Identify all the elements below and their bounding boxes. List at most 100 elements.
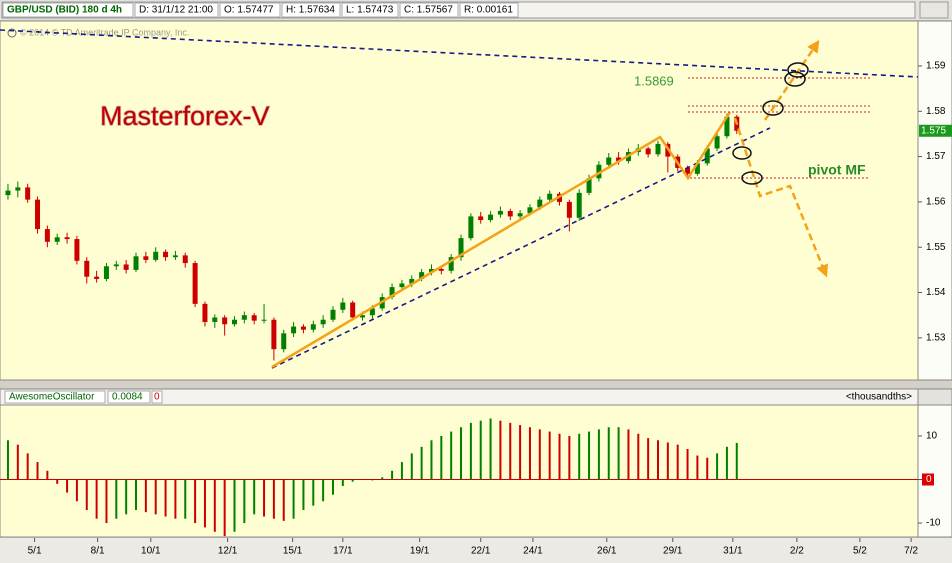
candle-body [488,214,494,221]
candle-body [320,319,326,325]
header-cell [281,2,341,18]
candle-body [576,192,582,218]
candle-body [685,167,691,174]
watermark: © 2014 © TD Ameritrade IP Company, Inc. [20,27,189,37]
range: R: 0.00161 [464,5,513,16]
candle-body [517,213,523,217]
candle-body [5,190,11,196]
candle-body [428,268,434,273]
candle-body [389,287,395,298]
candle-body [419,272,425,279]
y-tick-label: 1.54 [926,287,946,298]
candle-body [586,178,592,193]
x-tick-label: 24/1 [523,546,543,557]
candle-body [310,324,316,330]
candle-body [478,216,484,221]
candle-body [497,210,503,215]
x-tick-label: 26/1 [597,546,617,557]
candle-body [537,199,543,208]
y-tick-label: 1.59 [926,61,946,72]
candle-body [143,256,149,260]
candle-body [724,116,730,137]
candle-body [241,315,247,320]
candle-body [271,319,277,350]
candle-body [350,302,356,318]
candle-body [163,251,169,258]
candle-body [103,266,109,279]
candle-body [192,263,198,304]
header-cell [459,2,519,18]
candle-body [547,193,553,200]
candle-body [172,255,178,258]
candle-body [527,207,533,214]
candle-body [399,283,405,288]
candle-body [409,278,415,284]
candle-body [369,308,375,316]
candle-body [94,276,100,279]
osc-units: <thousandths> [846,392,912,403]
candle-body [704,148,710,164]
candle-body [64,237,70,240]
candle-body [153,251,159,260]
header-cell [134,2,219,18]
candle-body [340,302,346,310]
candle-body [438,268,444,271]
candle-body [655,143,661,155]
candle-body [360,315,366,318]
candle-body [251,315,257,321]
trend-line [271,127,771,369]
osc-value: 0.0084 [112,392,143,403]
button[interactable] [919,1,949,19]
x-tick-label: 22/1 [471,546,491,557]
circle [762,100,784,116]
candle-body [261,319,267,321]
price-marker: 1.575 [921,125,946,136]
candle-body [507,210,513,217]
y-tick-label: 0 [926,474,932,485]
osc-axis [917,404,952,538]
x-tick-label: 8/1 [91,546,105,557]
candle-body [84,260,90,277]
x-axis [0,538,952,563]
circle [732,146,752,160]
icon [7,28,17,38]
y-tick-label: 1.53 [926,332,946,343]
y-tick-label: 1.58 [926,106,946,117]
candle-body [25,187,31,200]
x-tick-label: 5/2 [853,546,867,557]
date: D: 31/1/12 21:00 [139,5,213,16]
candle-body [231,319,237,325]
candle-body [468,216,474,239]
y-tick-label: 1.55 [926,242,946,253]
annotation-level: 1.5869 [634,73,674,88]
header-cell [399,2,459,18]
x-tick-label: 15/1 [283,546,303,557]
high: H: 1.57634 [286,5,335,16]
osc-plot [0,404,919,538]
candle-body [291,326,297,334]
candle-body [113,264,119,267]
channel-line [271,111,732,369]
low: L: 1.57473 [346,5,394,16]
arrow [763,39,820,121]
candle-body [212,317,218,322]
osc-flag: 0 [154,392,160,403]
header-cell [107,390,151,404]
candle-body [566,201,572,218]
drawings [0,29,919,369]
candle-body [182,255,188,264]
candle-body [330,309,336,320]
osc-header-corner [917,388,952,406]
zero-tick-box [922,473,934,486]
candle-body [606,157,612,165]
candle-body [44,229,50,242]
x-tick-label: 2/2 [790,546,804,557]
x-tick-label: 17/1 [333,546,353,557]
x-tick-label: 12/1 [218,546,238,557]
candle-body [15,187,21,191]
candle-body [694,163,700,174]
price-plot [0,20,919,381]
candle-body [616,157,622,162]
